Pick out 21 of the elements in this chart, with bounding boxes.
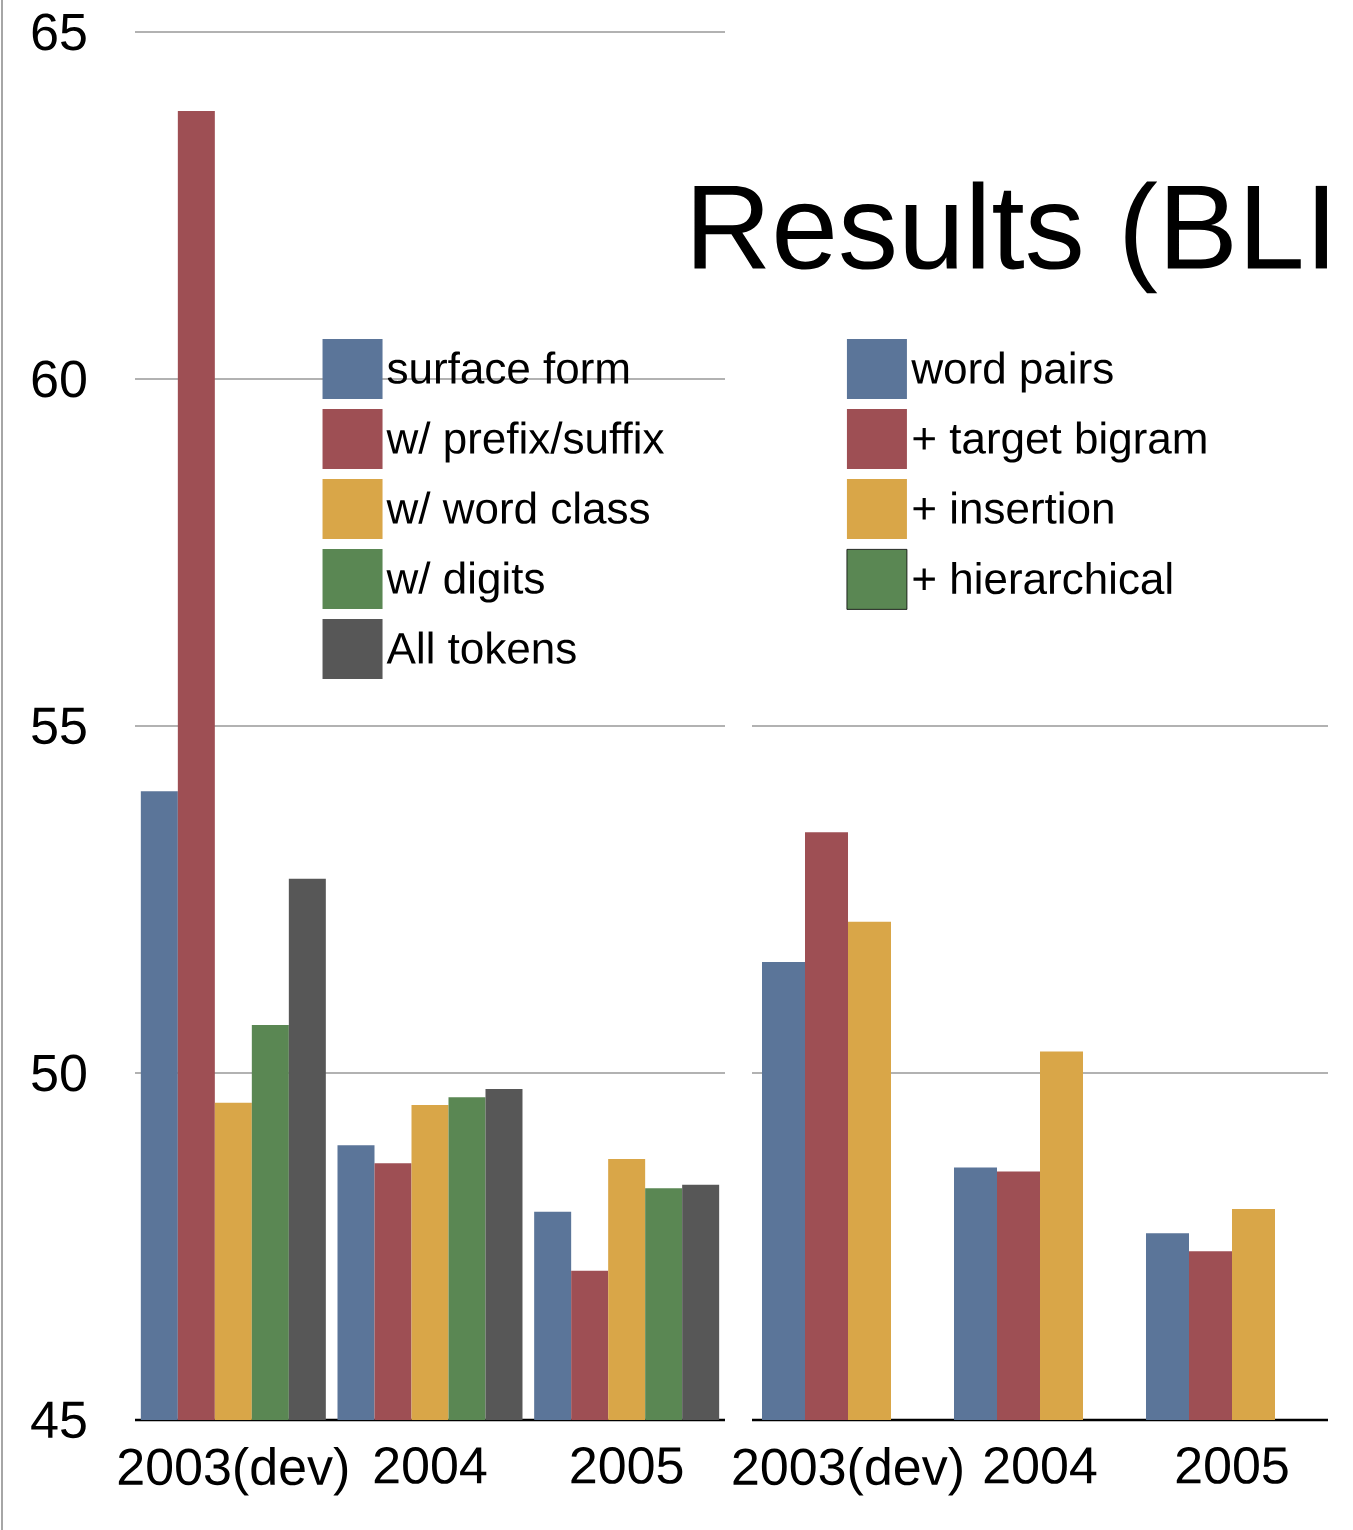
- legend-label: + insertion: [913, 491, 1113, 524]
- legend-label: w/ digits: [386, 561, 544, 603]
- y-tick-label: 45: [31, 1401, 86, 1439]
- legend-label: + target bigram: [913, 421, 1206, 463]
- x-tick-label: 2005: [571, 1447, 683, 1484]
- legend-label: All tokens: [386, 631, 576, 664]
- legend-label: surface form: [387, 351, 629, 384]
- x-tick-label: 2003(dev): [118, 1447, 348, 1496]
- y-tick-label: 65: [32, 13, 86, 51]
- y-tick-label: 50: [32, 1054, 86, 1092]
- legend-label: + hierarchical: [913, 561, 1172, 595]
- legend-label: w/ prefix/suffix: [386, 421, 664, 463]
- y-tick-label: 60: [32, 360, 86, 398]
- x-tick-label: 2004: [984, 1447, 1097, 1484]
- x-tick-label: 2005: [1176, 1447, 1288, 1484]
- legend-label: w/ word class: [386, 491, 649, 524]
- legend-label: word pairs: [911, 351, 1113, 393]
- x-tick-label: 2004: [374, 1447, 487, 1484]
- text: Results (BLI: [694, 181, 1327, 294]
- y-tick-label: 55: [32, 707, 86, 745]
- x-tick-label: 2003(dev): [733, 1447, 962, 1496]
